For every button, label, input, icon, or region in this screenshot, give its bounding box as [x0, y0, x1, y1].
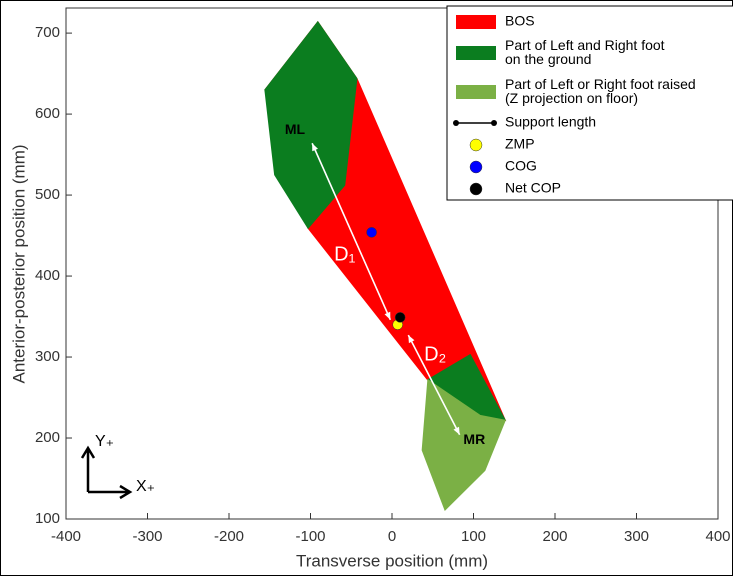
compass-x-label: X₊ [136, 478, 155, 495]
x-tick-label: 400 [705, 528, 730, 545]
annotation: ML [285, 121, 306, 137]
x-axis-label: Transverse position (mm) [296, 551, 488, 570]
legend-label: Support length [505, 114, 596, 130]
legend-swatch [470, 139, 482, 151]
legend-swatch [470, 161, 482, 173]
marker [395, 312, 405, 322]
legend-swatch [470, 183, 482, 195]
annotation: D₂ [424, 344, 446, 366]
annotation: D₁ [334, 243, 355, 265]
y-tick-label: 100 [35, 510, 60, 527]
x-tick-label: 100 [461, 528, 486, 545]
chart: Transverse position (mm) Anterior-poster… [0, 0, 733, 576]
marker [367, 227, 377, 237]
y-tick-label: 500 [35, 186, 60, 203]
compass-y-label: Y₊ [95, 433, 114, 450]
y-tick-label: 300 [35, 348, 60, 365]
y-axis-label: Anterior-posterior position (mm) [9, 144, 28, 383]
legend-swatch [456, 85, 496, 99]
legend-swatch [453, 120, 459, 126]
legend-label: BOS [505, 13, 535, 29]
y-tick-label: 700 [35, 24, 60, 41]
x-tick-label: -300 [132, 528, 162, 545]
x-tick-label: 300 [624, 528, 649, 545]
y-tick-label: 400 [35, 267, 60, 284]
legend-swatch [456, 46, 496, 60]
legend-label: COG [505, 158, 537, 174]
y-tick-label: 200 [35, 429, 60, 446]
legend-swatch [491, 120, 497, 126]
annotation: MR [463, 431, 485, 447]
x-tick-label: -200 [214, 528, 244, 545]
x-tick-label: 0 [388, 528, 396, 545]
x-tick-label: 200 [542, 528, 567, 545]
legend-label: ZMP [505, 136, 535, 152]
y-tick-label: 600 [35, 105, 60, 122]
legend-swatch [456, 15, 496, 29]
x-tick-label: -100 [295, 528, 325, 545]
legend-label: Net COP [505, 180, 561, 196]
x-tick-label: -400 [51, 528, 81, 545]
